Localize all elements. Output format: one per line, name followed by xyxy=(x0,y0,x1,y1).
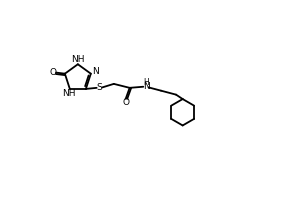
Text: S: S xyxy=(97,83,102,92)
Text: H: H xyxy=(143,78,149,87)
Text: N: N xyxy=(143,82,149,91)
Text: NH: NH xyxy=(62,89,76,98)
Text: O: O xyxy=(49,68,56,77)
Text: NH: NH xyxy=(71,55,85,64)
Text: O: O xyxy=(122,98,129,107)
Text: N: N xyxy=(92,67,99,76)
